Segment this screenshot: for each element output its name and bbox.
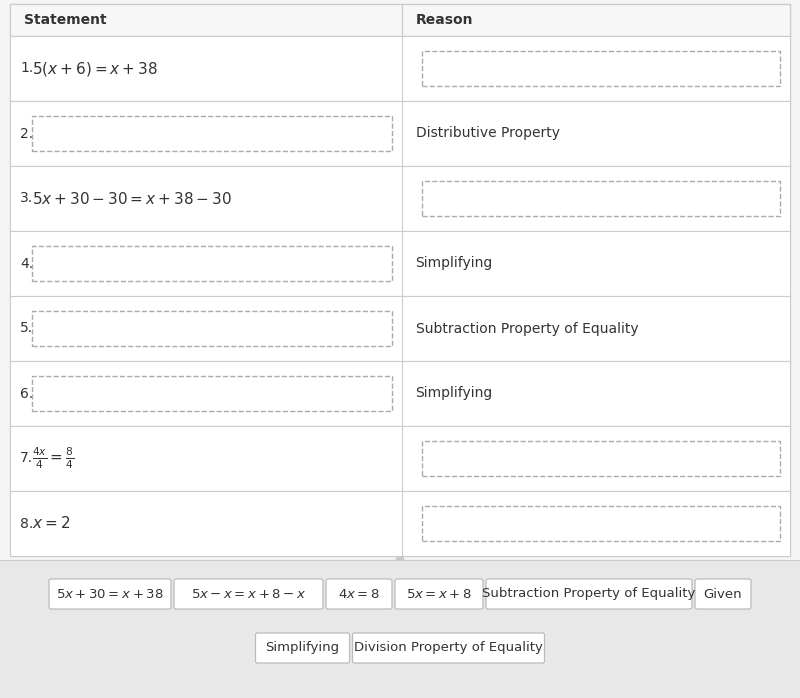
Polygon shape [396, 553, 404, 560]
FancyBboxPatch shape [422, 181, 780, 216]
Bar [10, 166, 790, 231]
Text: Statement: Statement [24, 13, 106, 27]
Text: $5x+30=x+38$: $5x+30=x+38$ [56, 588, 164, 600]
Bar [10, 491, 790, 556]
Bar [0, 560, 800, 698]
Text: Division Property of Equality: Division Property of Equality [354, 641, 543, 655]
Text: $5x+30-30=x+38-30$: $5x+30-30=x+38-30$ [32, 191, 232, 207]
Text: $5x-x=x+8-x$: $5x-x=x+8-x$ [191, 588, 306, 600]
Text: 2.: 2. [20, 126, 33, 140]
Text: Given: Given [704, 588, 742, 600]
Text: Subtraction Property of Equality: Subtraction Property of Equality [415, 322, 638, 336]
FancyBboxPatch shape [422, 51, 780, 87]
Bar [10, 296, 790, 361]
FancyBboxPatch shape [695, 579, 751, 609]
FancyBboxPatch shape [486, 579, 692, 609]
FancyBboxPatch shape [32, 376, 391, 411]
Text: $5(x+6)=x+38$: $5(x+6)=x+38$ [32, 59, 158, 77]
Text: Subtraction Property of Equality: Subtraction Property of Equality [482, 588, 696, 600]
Text: Distributive Property: Distributive Property [415, 126, 559, 140]
FancyBboxPatch shape [353, 633, 545, 663]
Bar [10, 4, 790, 36]
Text: Simplifying: Simplifying [415, 387, 493, 401]
Text: 7.: 7. [20, 452, 33, 466]
Text: 1.: 1. [20, 61, 34, 75]
FancyBboxPatch shape [32, 311, 391, 346]
Bar [10, 361, 790, 426]
Text: Simplifying: Simplifying [266, 641, 339, 655]
FancyBboxPatch shape [422, 505, 780, 542]
FancyBboxPatch shape [174, 579, 323, 609]
Text: Reason: Reason [415, 13, 473, 27]
Text: 4.: 4. [20, 256, 33, 271]
Bar [10, 4, 790, 556]
Bar [10, 231, 790, 296]
Text: $4x=8$: $4x=8$ [338, 588, 380, 600]
Text: 6.: 6. [20, 387, 34, 401]
Bar [10, 426, 790, 491]
FancyBboxPatch shape [395, 579, 483, 609]
Bar [10, 101, 790, 166]
FancyBboxPatch shape [255, 633, 350, 663]
Text: Simplifying: Simplifying [415, 256, 493, 271]
Text: 3.: 3. [20, 191, 33, 205]
Text: $5x=x+8$: $5x=x+8$ [406, 588, 472, 600]
Text: 5.: 5. [20, 322, 33, 336]
FancyBboxPatch shape [422, 440, 780, 476]
Text: $x=2$: $x=2$ [32, 516, 70, 531]
FancyBboxPatch shape [32, 116, 391, 151]
FancyBboxPatch shape [326, 579, 392, 609]
FancyBboxPatch shape [49, 579, 171, 609]
Text: 8.: 8. [20, 517, 34, 530]
Bar [10, 36, 790, 101]
FancyBboxPatch shape [32, 246, 391, 281]
Text: $\frac{4x}{4}=\frac{8}{4}$: $\frac{4x}{4}=\frac{8}{4}$ [32, 446, 74, 471]
